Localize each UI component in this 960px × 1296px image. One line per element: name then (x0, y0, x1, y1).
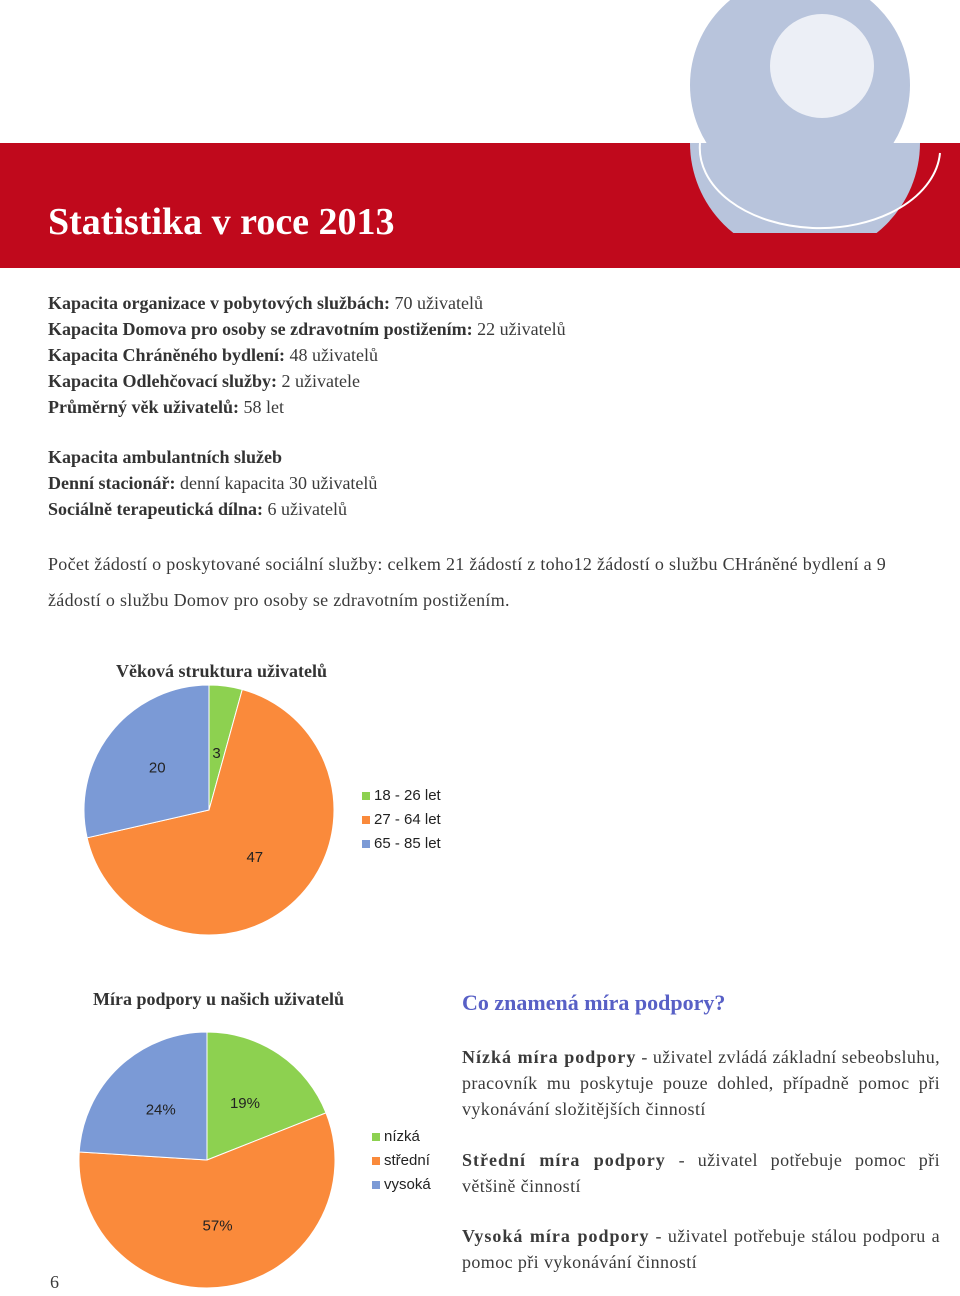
explain-item: Střední míra podpory - uživatel potřebuj… (462, 1147, 940, 1199)
pie-slice (78, 1112, 336, 1289)
line: Kapacita Chráněného bydlení: 48 uživatel… (48, 342, 566, 368)
text: - uživatel zvládá základní sebeobsluhu, … (462, 1047, 940, 1119)
line: Kapacita Domova pro osoby se zdravotním … (48, 316, 566, 342)
data-label: 3 (212, 745, 220, 762)
heading-text: Kapacita ambulantních služeb (48, 447, 283, 467)
legend-label: nízká (384, 1128, 421, 1145)
pie-slice (86, 688, 335, 936)
heading: Kapacita ambulantních služeb (48, 444, 377, 470)
text: - uživatel potřebuje pomoc při většině č… (462, 1150, 940, 1196)
label: Kapacita Chráněného bydlení: (48, 345, 286, 365)
line: Kapacita Odlehčovací služby: 2 uživatele (48, 368, 566, 394)
data-label: 57% (203, 1218, 233, 1235)
deco-circle (770, 14, 874, 118)
page-number: 6 (50, 1272, 59, 1292)
charts: Věková struktura uživatelů 3 18 - 26 let 47… (78, 661, 442, 1289)
line: Průměrný věk uživatelů: 58 let (48, 394, 566, 420)
capacity-list: Kapacita organizace v pobytových službác… (48, 290, 566, 420)
line: Sociálně terapeutická dílna: 6 uživatelů (48, 496, 377, 522)
pie-slice (206, 1031, 327, 1161)
legend-label: 27 - 64 let (374, 811, 442, 828)
legend-swatch (362, 840, 370, 848)
term: Vysoká míra podpory (462, 1226, 650, 1246)
deco-arc (698, 143, 941, 230)
deco-circle (690, 143, 920, 233)
value: 70 uživatelů (394, 293, 483, 313)
legend-label: vysoká (384, 1176, 431, 1193)
label: Denní stacionář: (48, 473, 176, 493)
legend-swatch (372, 1133, 380, 1141)
requests: Počet žádostí o poskytované sociální slu… (48, 554, 887, 610)
data-label: 47 (246, 849, 263, 866)
term: Střední míra podpory (462, 1150, 666, 1170)
value: 2 uživatele (281, 371, 360, 391)
legend-label: střední (384, 1152, 431, 1169)
page-title: Statistika v roce 2013 (48, 201, 395, 243)
line: Denní stacionář: denní kapacita 30 uživa… (48, 470, 377, 496)
label: Kapacita Odlehčovací služby: (48, 371, 277, 391)
explain-item: Nízká míra podpory - uživatel zvládá zák… (462, 1044, 940, 1122)
text: - uživatel potřebuje stálou podporu a po… (462, 1226, 940, 1272)
label: Průměrný věk uživatelů: (48, 397, 239, 417)
pie-slice (78, 1031, 208, 1161)
legend-swatch (372, 1157, 380, 1165)
value: 48 uživatelů (289, 345, 379, 365)
explain-heading: Co znamená míra podpory? (462, 990, 726, 1015)
value: 58 let (243, 397, 284, 417)
decoration (690, 0, 910, 143)
legend-swatch (362, 816, 370, 824)
data-label: 24% (146, 1102, 176, 1119)
decoration (690, 143, 941, 233)
data-label: 20 (149, 760, 166, 777)
pie-slice (83, 684, 210, 839)
value: denní kapacita 30 uživatelů (180, 473, 378, 493)
chart-title: Míra podpory u našich uživatelů (93, 989, 344, 1009)
term: Nízká míra podpory (462, 1047, 637, 1067)
explain-item: Vysoká míra podpory - uživatel potřebuje… (462, 1223, 940, 1275)
legend-label: 18 - 26 let (374, 787, 442, 804)
legend-swatch (372, 1181, 380, 1189)
legend-label: 65 - 85 let (374, 835, 442, 852)
value: 6 uživatelů (267, 499, 347, 519)
label: Kapacita Domova pro osoby se zdravotním … (48, 319, 473, 339)
chart-title: Věková struktura uživatelů (116, 661, 327, 681)
legend-swatch (362, 792, 370, 800)
line: Kapacita organizace v pobytových službác… (48, 290, 566, 316)
data-label: 19% (230, 1095, 260, 1112)
value: 22 uživatelů (477, 319, 566, 339)
label: Sociálně terapeutická dílna: (48, 499, 263, 519)
ambulant-list: Kapacita ambulantních služeb Denní staci… (48, 444, 377, 522)
label: Kapacita organizace v pobytových službác… (48, 293, 390, 313)
